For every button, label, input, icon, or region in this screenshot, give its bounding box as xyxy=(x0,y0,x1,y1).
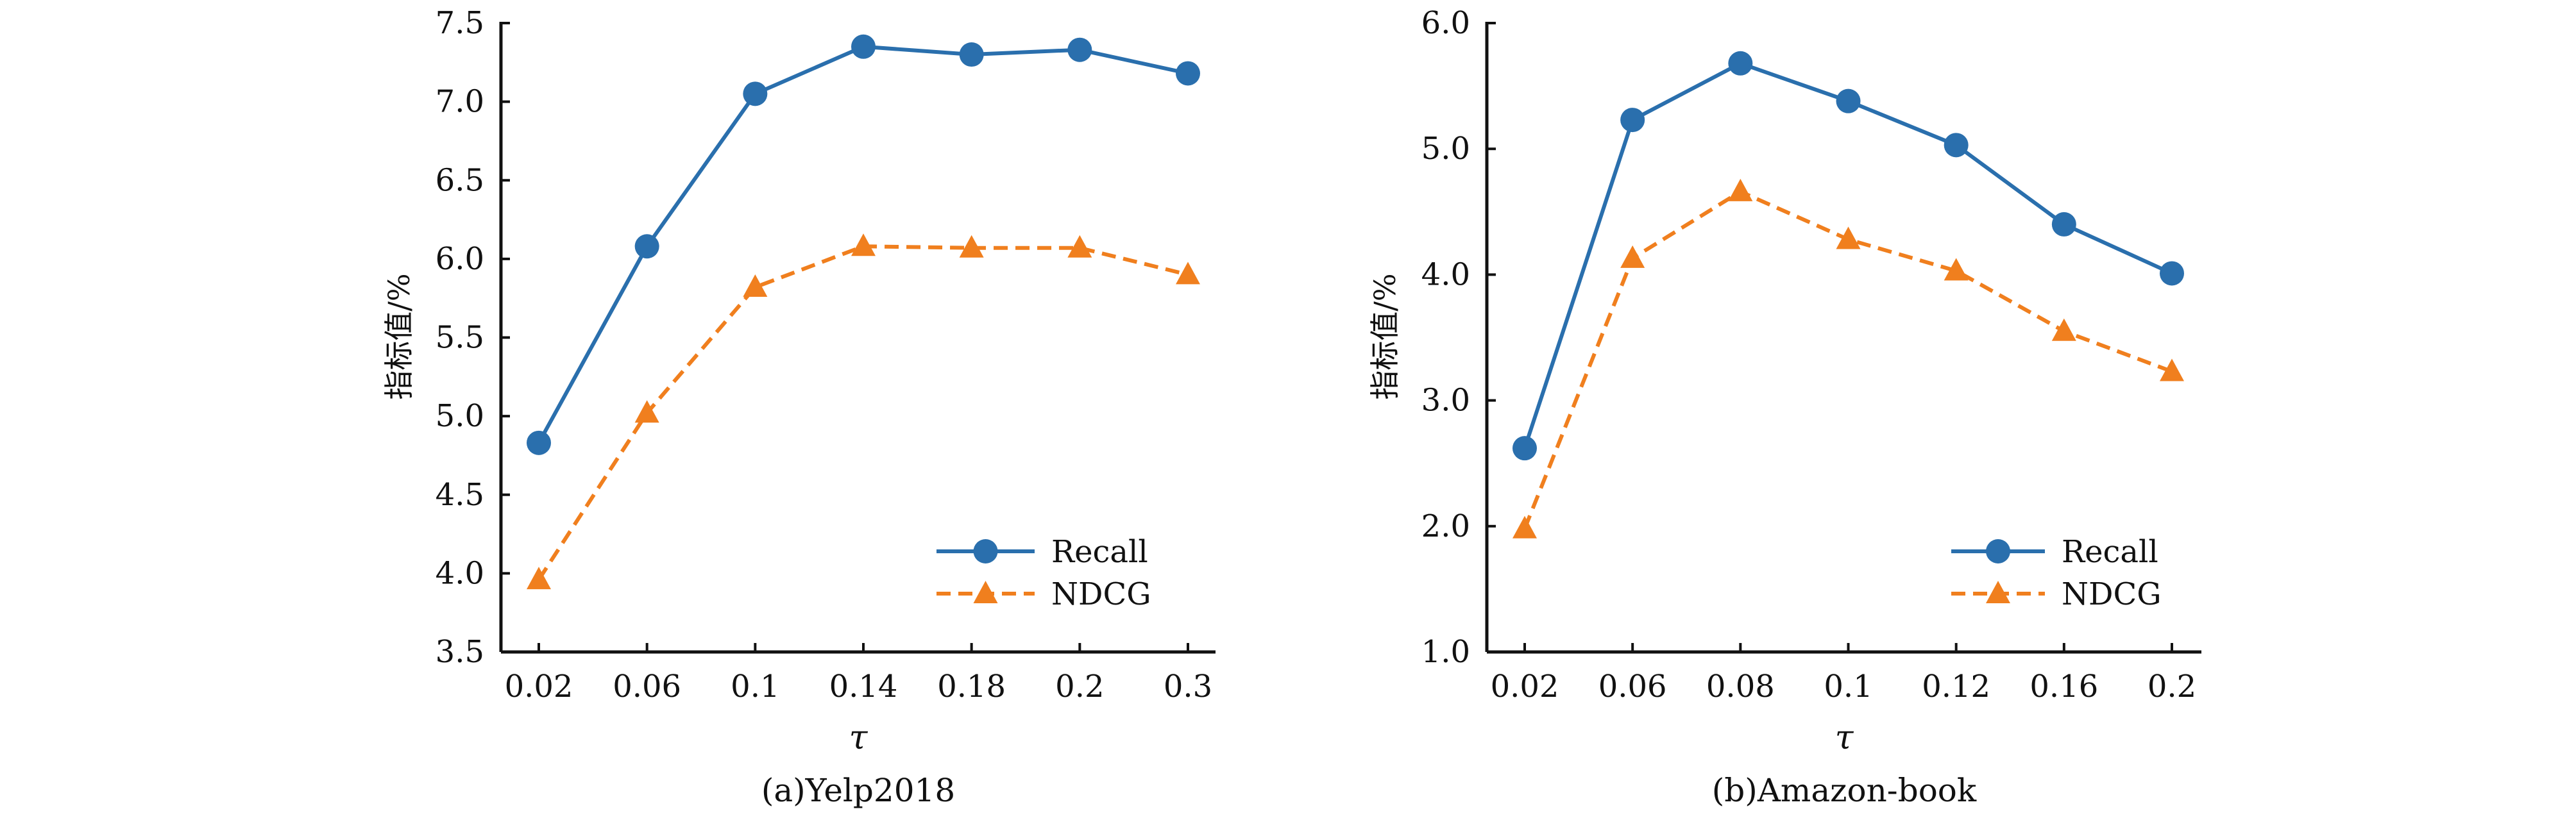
data-point-ndcg xyxy=(1620,245,1645,268)
data-point-recall xyxy=(1620,108,1645,133)
chart-title: (a)Yelp2018 xyxy=(761,772,955,809)
x-tick-label: 0.2 xyxy=(1055,669,1104,705)
y-axis-label: 指标值/% xyxy=(1368,273,1402,399)
data-point-recall xyxy=(851,34,876,59)
y-tick-label: 2.0 xyxy=(1421,508,1470,544)
data-point-ndcg xyxy=(959,235,984,258)
data-point-recall xyxy=(634,234,659,259)
legend-label-recall: Recall xyxy=(2062,534,2158,570)
data-point-ndcg xyxy=(851,233,876,256)
data-point-recall xyxy=(1176,61,1200,86)
y-tick-label: 5.5 xyxy=(436,320,484,356)
legend-marker-triangle xyxy=(1986,581,2010,603)
x-axis-label: τ xyxy=(1835,719,1854,757)
data-point-recall xyxy=(2051,212,2076,237)
data-point-recall xyxy=(1944,133,1969,158)
y-tick-label: 4.0 xyxy=(436,555,484,591)
data-point-recall xyxy=(1513,436,1537,461)
x-axis-label: τ xyxy=(849,719,869,757)
legend-label-ndcg: NDCG xyxy=(1051,576,1151,612)
data-point-recall xyxy=(1728,51,1753,76)
data-point-ndcg xyxy=(634,400,659,423)
chart-panel-b: 1.0 2.0 3.0 4.0 5.0 6.0 0.02 0.06 0.08 0.1 0.12 0.1… xyxy=(1368,5,2201,809)
x-tick-label: 0.1 xyxy=(1824,669,1872,705)
data-point-ndcg xyxy=(1728,178,1753,201)
x-tick-label: 0.08 xyxy=(1706,669,1775,705)
chart-panel-a: 3.5 4.0 4.5 5.0 5.5 6.0 6.5 7.0 7.5 0.02 0.06 0.1 0.… xyxy=(382,5,1216,809)
legend-label-ndcg: NDCG xyxy=(2062,576,2162,612)
x-tick-label: 0.02 xyxy=(505,669,573,705)
data-point-recall xyxy=(959,42,984,67)
x-tick-label: 0.06 xyxy=(1598,669,1667,705)
y-tick-label: 1.0 xyxy=(1421,634,1470,670)
x-tick-label: 0.12 xyxy=(1922,669,1990,705)
data-point-ndcg xyxy=(1944,258,1969,281)
y-tick-label: 7.5 xyxy=(436,5,484,41)
data-point-ndcg xyxy=(2160,358,2184,381)
data-point-ndcg xyxy=(1067,235,1092,258)
y-tick-label: 5.0 xyxy=(1421,131,1470,167)
x-tick-label: 0.3 xyxy=(1164,669,1212,705)
data-point-ndcg xyxy=(1836,226,1861,249)
data-point-recall xyxy=(1067,37,1092,62)
data-point-ndcg xyxy=(527,567,551,590)
data-point-ndcg xyxy=(1513,515,1537,538)
y-tick-label: 4.0 xyxy=(1421,256,1470,292)
legend-marker-triangle xyxy=(973,581,998,603)
data-point-recall xyxy=(2160,261,2184,286)
y-tick-label: 6.0 xyxy=(436,241,484,277)
data-point-ndcg xyxy=(743,274,768,297)
x-tick-label: 0.1 xyxy=(731,669,779,705)
data-point-recall xyxy=(1836,88,1861,113)
legend-marker-circle xyxy=(973,539,998,563)
x-tick-label: 0.16 xyxy=(2029,669,2098,705)
y-tick-label: 4.5 xyxy=(436,477,484,513)
y-tick-label: 3.0 xyxy=(1421,383,1470,419)
legend-label-recall: Recall xyxy=(1051,534,1148,570)
y-tick-label: 6.5 xyxy=(436,162,484,198)
chart-title: (b)Amazon-book xyxy=(1712,772,1977,809)
y-tick-label: 6.0 xyxy=(1421,5,1470,41)
x-tick-label: 0.14 xyxy=(829,669,898,705)
y-tick-label: 5.0 xyxy=(436,398,484,434)
data-point-recall xyxy=(527,430,551,455)
x-tick-label: 0.2 xyxy=(2148,669,2196,705)
data-point-recall xyxy=(743,81,768,106)
data-point-ndcg xyxy=(2051,318,2076,341)
data-point-ndcg xyxy=(1176,262,1200,285)
x-tick-label: 0.18 xyxy=(937,669,1006,705)
x-tick-label: 0.02 xyxy=(1491,669,1559,705)
y-axis-label: 指标值/% xyxy=(382,273,416,399)
x-tick-label: 0.06 xyxy=(613,669,681,705)
legend-marker-circle xyxy=(1986,539,2010,563)
series-line-ndcg xyxy=(537,244,1189,581)
y-tick-label: 7.0 xyxy=(436,84,484,120)
y-tick-label: 3.5 xyxy=(436,634,484,670)
